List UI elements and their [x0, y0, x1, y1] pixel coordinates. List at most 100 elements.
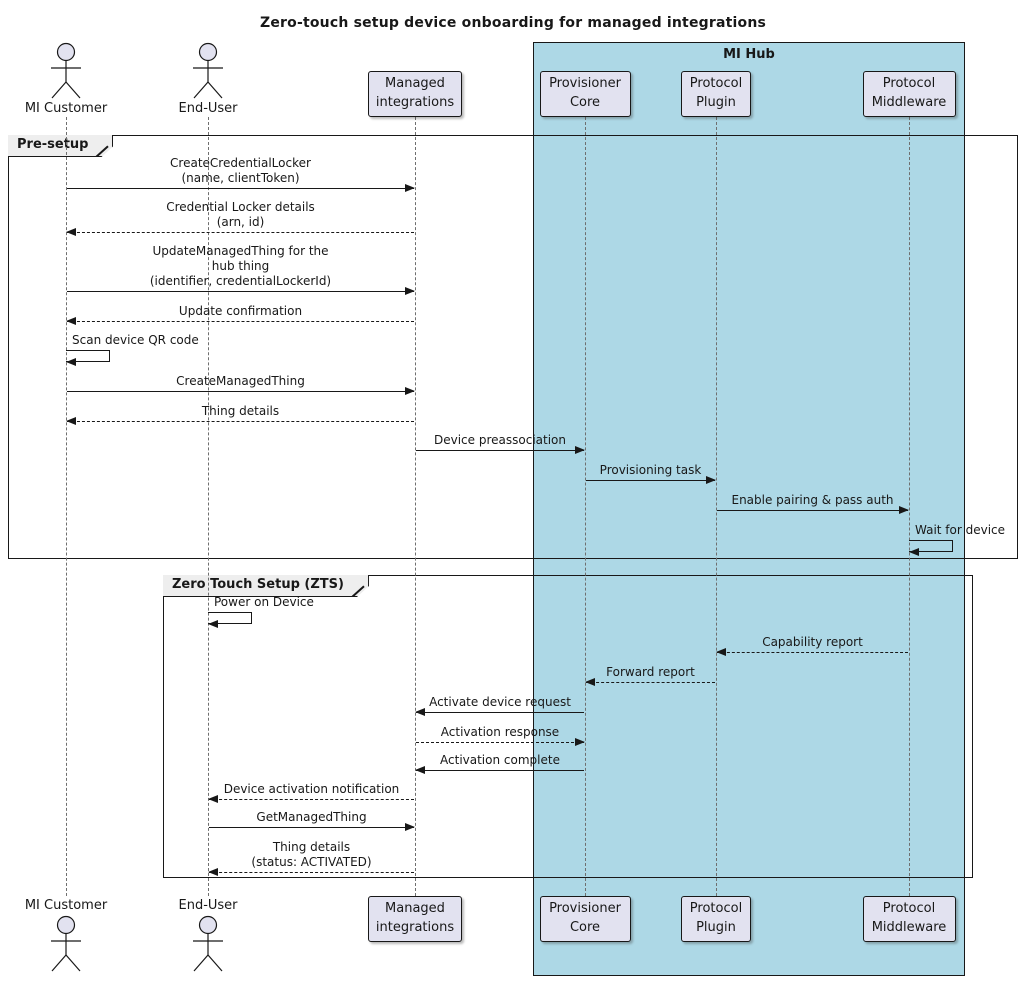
participant-label: Protocol — [882, 76, 936, 92]
message-5-arrowhead — [405, 387, 415, 395]
message-text-line: Activation complete — [440, 753, 560, 767]
message-15-line — [416, 742, 584, 743]
participant-label: Managed — [385, 76, 445, 92]
message-12-label: Capability report — [716, 635, 909, 650]
message-text-line: CreateManagedThing — [176, 374, 305, 388]
message-text-line: hub thing — [211, 259, 270, 273]
message-7-arrowhead — [575, 446, 585, 454]
participant-label: Provisioner — [549, 901, 621, 917]
participant-label: Protocol — [689, 76, 743, 92]
participant-provisioner-core-top: Provisioner Core — [539, 71, 631, 117]
message-text-line: Device preassociation — [434, 433, 566, 447]
message-2-label: UpdateManagedThing for the hub thing (iden… — [66, 244, 415, 289]
mi-hub-container: MI Hub — [533, 42, 965, 976]
message-text-line: Device activation notification — [223, 782, 400, 796]
participant-managed-integrations-bottom: Managed integrations — [368, 896, 462, 942]
participant-label: integrations — [375, 920, 455, 935]
message-14-line — [416, 712, 584, 713]
message-text-line: Update confirmation — [178, 304, 303, 318]
message-14-label: Activate device request — [415, 695, 585, 710]
message-15-label: Activation response — [415, 725, 585, 740]
participant-provisioner-core-bottom: Provisioner Core — [539, 896, 631, 942]
message-10-selfloop — [909, 540, 953, 552]
message-17-label: Device activation notification — [208, 782, 415, 797]
message-12-line — [717, 652, 908, 653]
message-10-arrowhead — [909, 547, 919, 556]
participant-label: Core — [569, 920, 601, 935]
message-18-label: GetManagedThing — [208, 810, 415, 825]
message-16-label: Activation complete — [415, 753, 585, 768]
participant-protocol-plugin-bottom: Protocol Plugin — [681, 896, 751, 942]
message-4-selfloop — [66, 350, 110, 362]
message-0-arrowhead — [405, 184, 415, 192]
message-text-line: (identifier, credentialLockerId) — [149, 274, 332, 288]
message-6-arrowhead — [66, 417, 76, 425]
participant-end-user-top: End-User — [178, 101, 238, 116]
participant-label: Core — [569, 95, 601, 110]
message-13-label: Forward report — [585, 665, 716, 680]
message-16-arrowhead — [415, 766, 425, 774]
message-19-line — [209, 872, 414, 873]
participant-label: integrations — [375, 95, 455, 110]
message-text-line: Capability report — [762, 635, 863, 649]
frame-pre-setup: Pre-setup — [8, 135, 1018, 559]
message-1-arrowhead — [66, 228, 76, 236]
participant-mi-customer-bottom: MI Customer — [24, 898, 108, 913]
participant-label: Middleware — [871, 95, 947, 110]
message-7-label: Device preassociation — [415, 433, 585, 448]
message-9-line — [717, 510, 908, 511]
message-text-line: Forward report — [606, 665, 695, 679]
message-11-selfloop — [208, 612, 252, 624]
message-17-line — [209, 799, 414, 800]
participant-label: Middleware — [871, 920, 947, 935]
message-7-line — [416, 450, 584, 451]
lifeline-end-user — [208, 117, 209, 896]
message-9-arrowhead — [899, 506, 909, 514]
actor-icon-end-user-bottom — [193, 915, 223, 972]
frame-label-zts: Zero Touch Setup (ZTS) — [163, 575, 369, 597]
message-text-line: CreateCredentialLocker — [170, 156, 311, 170]
message-text-line: (name, clientToken) — [181, 171, 300, 185]
message-text-line: Thing details — [272, 840, 351, 854]
message-1-line — [67, 232, 414, 233]
message-13-arrowhead — [585, 678, 595, 686]
participant-label: Protocol — [689, 901, 743, 917]
message-9-label: Enable pairing & pass auth — [716, 493, 909, 508]
message-0-label: CreateCredentialLocker (name, clientToken… — [66, 156, 415, 186]
message-0-line — [67, 188, 414, 189]
message-8-arrowhead — [706, 476, 716, 484]
message-15-arrowhead — [575, 738, 585, 746]
message-17-arrowhead — [208, 795, 218, 803]
message-5-label: CreateManagedThing — [66, 374, 415, 389]
participant-label: Protocol — [882, 901, 936, 917]
participant-protocol-middleware-top: Protocol Middleware — [862, 71, 956, 117]
message-text-line: UpdateManagedThing for the — [152, 244, 329, 258]
participant-label: Plugin — [696, 95, 736, 110]
message-12-arrowhead — [716, 648, 726, 656]
lifeline-protocol-plugin — [716, 117, 717, 896]
message-6-label: Thing details — [66, 404, 415, 419]
message-text-line: Provisioning task — [599, 463, 702, 477]
actor-icon-mi-customer-bottom — [51, 915, 81, 972]
message-4-label: Scan device QR code — [72, 333, 199, 347]
message-3-line — [67, 321, 414, 322]
message-text-line: Credential Locker details — [166, 200, 315, 214]
actor-icon-end-user — [193, 42, 223, 99]
message-19-label: Thing details (status: ACTIVATED) — [208, 840, 415, 870]
message-6-line — [67, 421, 414, 422]
message-text-line: (arn, id) — [216, 215, 265, 229]
participant-protocol-plugin-top: Protocol Plugin — [681, 71, 751, 117]
message-10-label: Wait for device — [915, 523, 1006, 537]
message-2-arrowhead — [405, 287, 415, 295]
message-14-arrowhead — [415, 708, 425, 716]
message-18-arrowhead — [405, 823, 415, 831]
message-19-arrowhead — [208, 868, 218, 876]
lifeline-mi-customer — [66, 117, 67, 896]
message-text-line: Thing details — [201, 404, 280, 418]
frame-label-pre-setup: Pre-setup — [8, 135, 113, 157]
message-text-line: Activate device request — [429, 695, 571, 709]
message-16-line — [416, 770, 584, 771]
lifeline-protocol-middleware — [909, 117, 910, 896]
participant-managed-integrations-top: Managed integrations — [368, 71, 462, 117]
